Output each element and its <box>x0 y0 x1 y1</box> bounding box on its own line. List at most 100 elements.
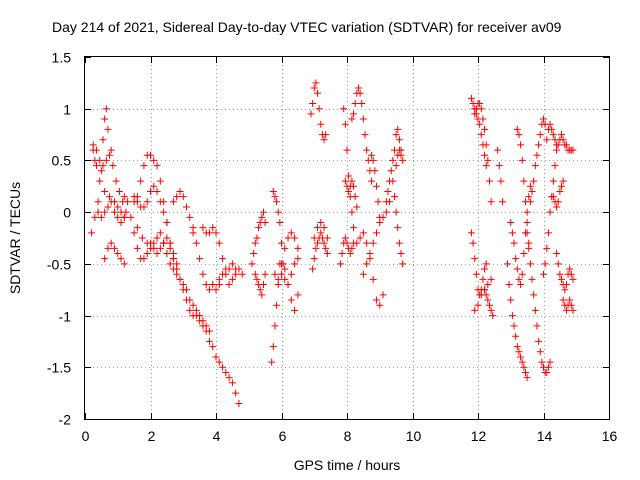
data-point <box>518 358 526 366</box>
data-point <box>397 250 405 258</box>
data-point <box>348 208 356 216</box>
data-point <box>508 312 516 320</box>
data-point <box>209 224 217 232</box>
data-point <box>228 275 236 283</box>
series-t39 <box>481 286 497 320</box>
x-tick-label: 8 <box>344 428 352 444</box>
data-point <box>390 193 398 201</box>
data-point <box>392 162 400 170</box>
data-point <box>515 275 523 283</box>
data-point <box>559 136 567 144</box>
data-point <box>346 250 354 258</box>
data-point <box>115 187 123 195</box>
data-point <box>526 260 534 268</box>
y-tick-label: 0 <box>63 205 71 221</box>
data-point <box>322 244 330 252</box>
data-point <box>232 389 240 397</box>
data-point <box>96 156 104 164</box>
data-point <box>507 218 515 226</box>
data-point <box>143 250 151 258</box>
data-point <box>515 131 523 139</box>
data-point <box>540 270 547 278</box>
data-point <box>484 296 492 304</box>
data-point <box>215 239 223 247</box>
data-point <box>569 275 577 283</box>
data-point <box>271 193 279 201</box>
data-point <box>363 260 371 268</box>
data-point <box>209 281 217 289</box>
x-tick-label: 14 <box>537 428 553 444</box>
series-t34 <box>392 146 405 170</box>
data-point <box>106 151 114 159</box>
data-point <box>312 244 320 252</box>
data-point <box>109 162 117 170</box>
data-point <box>384 187 392 195</box>
data-point <box>399 156 407 164</box>
data-point <box>513 125 521 133</box>
data-point <box>281 244 289 252</box>
data-point <box>278 260 285 268</box>
series-t15 <box>215 260 240 283</box>
data-point <box>536 131 544 139</box>
data-point <box>374 198 382 206</box>
data-point <box>512 255 520 263</box>
data-point <box>196 255 204 263</box>
series-t2 <box>89 141 130 216</box>
data-point <box>94 198 102 206</box>
data-point <box>273 301 281 309</box>
data-point <box>183 203 191 211</box>
data-point <box>389 177 397 185</box>
data-point <box>228 379 236 387</box>
data-point <box>176 275 184 283</box>
data-point <box>117 255 125 263</box>
data-point <box>259 281 267 289</box>
data-point <box>517 353 525 361</box>
data-point <box>536 348 544 356</box>
data-point <box>271 270 279 278</box>
series-t3 <box>88 105 115 237</box>
data-point <box>114 203 122 211</box>
data-point <box>540 115 547 123</box>
data-point <box>482 162 490 170</box>
data-point <box>497 177 505 185</box>
data-point <box>348 115 356 123</box>
data-point <box>88 229 96 237</box>
data-point <box>481 265 489 273</box>
data-point <box>508 229 516 237</box>
data-point <box>363 239 371 247</box>
data-point <box>567 270 575 278</box>
data-point <box>156 244 164 252</box>
data-point <box>253 234 261 242</box>
data-point <box>481 151 489 159</box>
data-point <box>232 265 240 273</box>
data-point <box>523 374 531 382</box>
data-point <box>546 208 554 216</box>
series-t17 <box>251 270 269 299</box>
data-point <box>287 229 295 237</box>
data-point <box>543 368 551 376</box>
data-point <box>248 260 256 268</box>
series-t31 <box>368 151 384 221</box>
data-point <box>192 312 200 320</box>
data-point <box>147 239 154 247</box>
data-point <box>489 312 497 320</box>
data-point <box>153 234 161 242</box>
series-t48 <box>549 177 567 211</box>
data-point <box>94 208 102 216</box>
data-point <box>107 198 115 206</box>
data-point <box>320 136 328 144</box>
data-point <box>467 94 475 102</box>
data-point <box>341 120 349 128</box>
data-point <box>219 363 227 371</box>
data-point <box>523 218 531 226</box>
data-point <box>558 131 566 139</box>
data-point <box>528 187 536 195</box>
data-point <box>467 229 475 237</box>
data-point <box>541 260 549 268</box>
data-point <box>479 115 487 123</box>
y-tick-label: 0.5 <box>52 153 72 169</box>
data-point <box>183 296 191 304</box>
data-point <box>314 89 322 97</box>
data-point <box>120 213 128 221</box>
